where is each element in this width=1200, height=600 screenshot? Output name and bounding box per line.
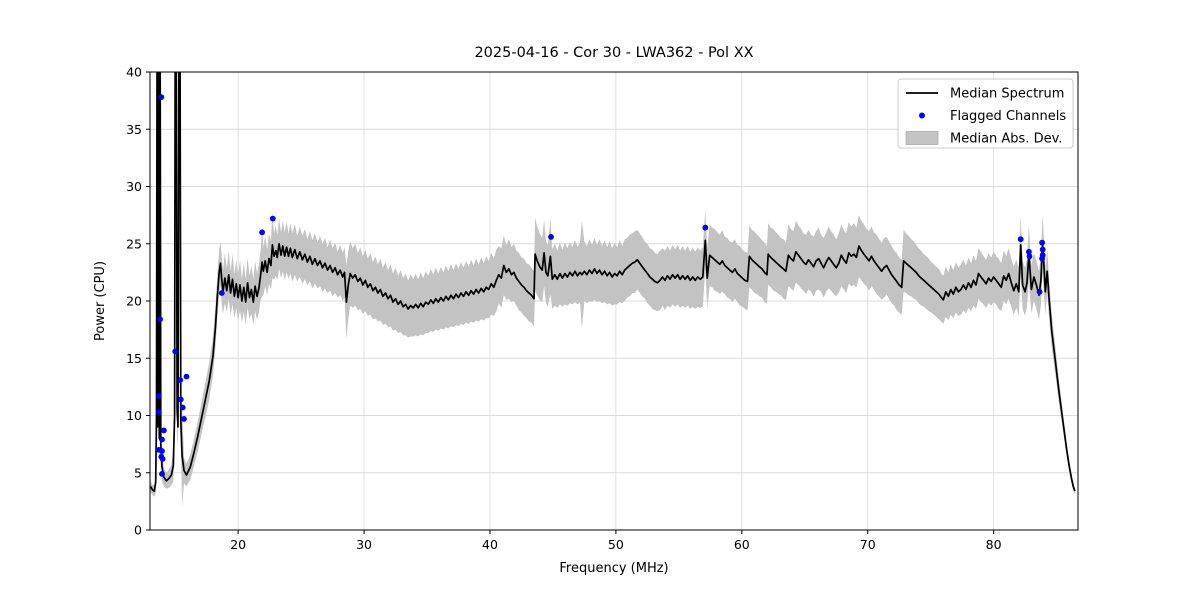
median-spectrum-line — [150, 72, 1076, 492]
x-axis-label: Frequency (MHz) — [559, 561, 668, 576]
legend-label: Flagged Channels — [950, 109, 1066, 124]
legend: Median Spectrum Flagged Channels Median Ab… — [897, 78, 1074, 149]
x-tick-label: 80 — [986, 537, 1002, 552]
flagged-channel-dot — [1026, 253, 1033, 260]
flagged-channel-dot — [161, 427, 167, 434]
y-tick-label: 40 — [126, 65, 142, 80]
flagged-channel-dot — [1017, 236, 1024, 243]
legend-box — [897, 78, 1074, 149]
flagged-channel-dot — [159, 471, 165, 477]
flagged-channel-dot — [177, 396, 184, 403]
legend-marker-sample — [919, 112, 925, 119]
flagged-channel-dot — [177, 377, 184, 383]
y-tick-label: 30 — [126, 179, 142, 194]
y-tick-label: 5 — [134, 465, 142, 480]
flagged-channel-dot — [548, 234, 554, 240]
y-tick-label: 25 — [126, 236, 142, 251]
flagged-channel-dot — [158, 94, 165, 101]
flagged-channel-dot — [1039, 239, 1045, 246]
y-tick-label: 20 — [126, 294, 142, 309]
flagged-channel-dot — [259, 229, 265, 236]
flagged-channel-dot — [1039, 252, 1046, 259]
x-tick-label: 50 — [608, 537, 624, 552]
flagged-channel-dot — [157, 316, 164, 323]
y-tick-label: 35 — [126, 122, 142, 137]
chart-title: 2025-04-16 - Cor 30 - LWA362 - Pol XX — [474, 45, 753, 61]
flagged-channel-dot — [159, 456, 166, 462]
x-tick-label: 40 — [482, 537, 498, 552]
flagged-channel-dot — [1039, 246, 1046, 253]
axes-layer: 20 30 40 50 60 70 80 0 5 10 15 20 25 30 35 40 — [126, 65, 1079, 552]
flagged-channel-dot — [183, 373, 190, 380]
y-tick-label: 15 — [126, 351, 142, 366]
flagged-channel-dot — [1026, 248, 1032, 255]
x-tick-label: 70 — [860, 537, 876, 552]
flagged-channel-dot — [1036, 288, 1043, 295]
mad-band — [150, 72, 1075, 508]
x-tick-label: 20 — [230, 537, 246, 552]
y-tick-label: 10 — [126, 408, 142, 423]
flagged-channel-dot — [269, 215, 276, 222]
x-tick-label: 60 — [734, 537, 750, 552]
flagged-channel-dot — [159, 436, 165, 443]
flagged-channel-dot — [155, 393, 162, 399]
y-axis-label: Power (CPU) — [93, 261, 108, 341]
y-tick-label: 0 — [134, 523, 142, 538]
flagged-channel-dot — [181, 416, 187, 422]
legend-label: Median Spectrum — [950, 87, 1064, 102]
flagged-channel-dot — [179, 404, 186, 411]
legend-patch-sample — [905, 131, 939, 145]
flagged-channel-dot — [159, 448, 165, 454]
flagged-channel-dot — [155, 409, 162, 415]
plot-layer — [150, 72, 1076, 508]
legend-label: Median Abs. Dev. — [950, 132, 1062, 147]
x-tick-label: 30 — [356, 537, 372, 552]
flagged-channel-dot — [218, 290, 225, 296]
flagged-channel-dot — [172, 348, 179, 355]
flagged-channel-dot — [702, 224, 709, 231]
